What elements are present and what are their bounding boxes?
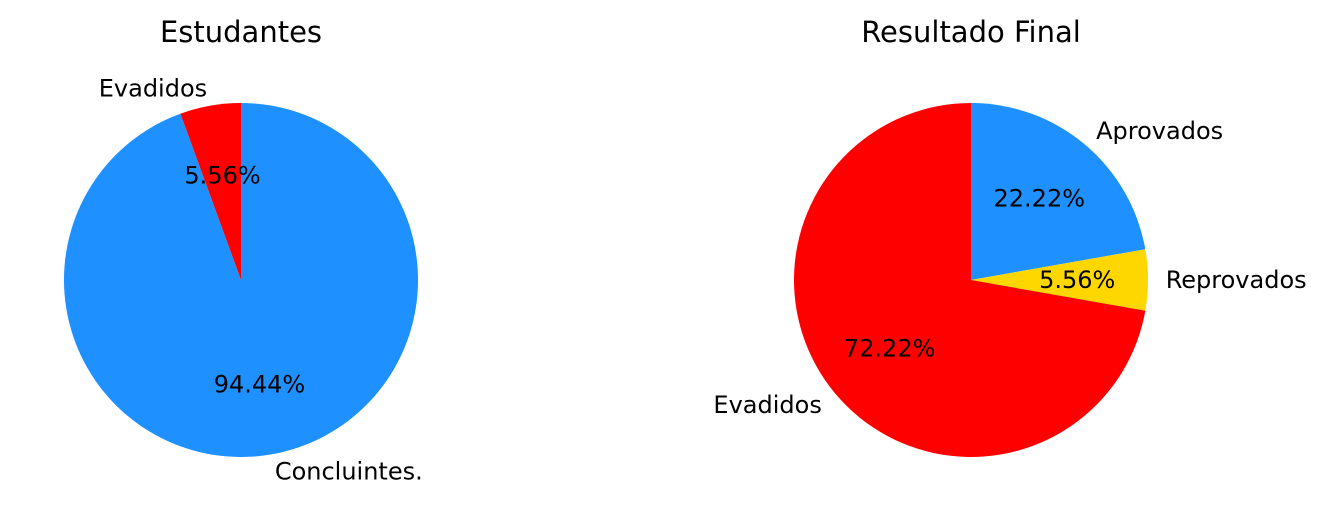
pie-slice-reprovados: [971, 249, 1148, 311]
pct-label-concluintes: 94.44%: [214, 371, 306, 399]
pie-slices: [793, 103, 1148, 457]
pct-label-evadidos: 5.56%: [184, 161, 260, 189]
slice-label-reprovados: Reprovados: [1166, 266, 1307, 294]
pie-chart-estudantes: Estudantes Concluintes. 94.44% Evadidos 5.5…: [63, 15, 423, 486]
pie-labels: Aprovados 22.22% Reprovados 5.56% Evadidos 72…: [713, 117, 1306, 419]
pct-label-reprovados: 5.56%: [1039, 266, 1115, 294]
pie-slice-aprovados: [971, 103, 1146, 280]
slice-label-concluintes: Concluintes.: [275, 458, 423, 486]
pie-slice-evadidos: [180, 103, 241, 280]
slice-label-evadidos: Evadidos: [99, 74, 207, 102]
pct-label-evadidos: 72.22%: [844, 334, 936, 362]
pie-labels: Concluintes. 94.44% Evadidos 5.56%: [99, 74, 423, 485]
chart-title: Resultado Final: [861, 15, 1081, 49]
pct-label-aprovados: 22.22%: [994, 185, 1086, 213]
pie-slice-concluintes: [63, 103, 418, 457]
pie-chart-resultado-final: Resultado Final Aprovados 22.22% Reprovado…: [713, 15, 1307, 457]
pie-slices: [63, 103, 418, 457]
pie-slice-evadidos: [793, 103, 1146, 457]
chart-title: Estudantes: [160, 15, 322, 49]
slice-label-evadidos: Evadidos: [713, 391, 821, 419]
slice-label-aprovados: Aprovados: [1096, 117, 1223, 145]
